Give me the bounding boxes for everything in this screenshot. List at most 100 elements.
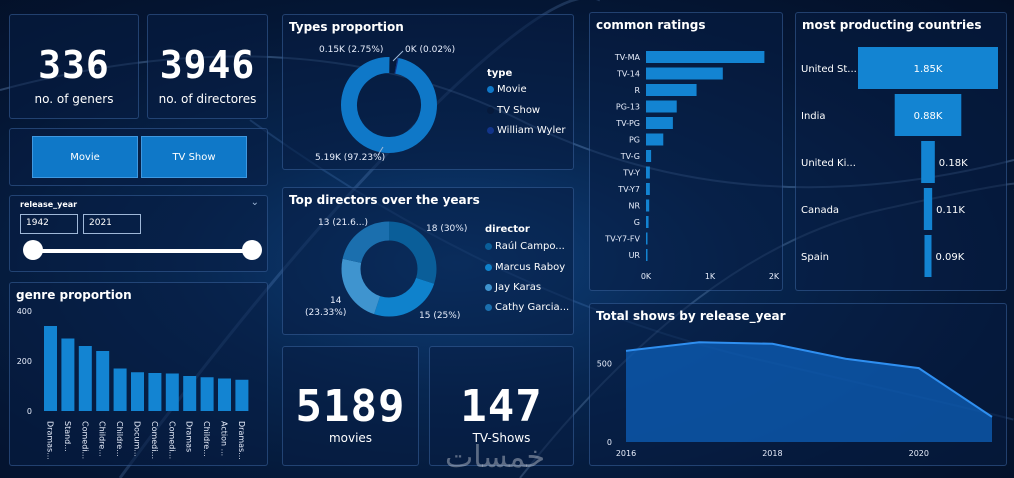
countries-category-label: India	[801, 111, 826, 122]
genre-xtick: Comedi...	[80, 421, 89, 459]
genre-bar	[235, 379, 249, 411]
genre-bar	[44, 326, 57, 411]
countries-category-label: Canada	[801, 205, 839, 216]
kpi-tvshows-value: 147	[460, 381, 543, 432]
directors-legend-title: director	[485, 224, 530, 235]
genre-bar	[183, 376, 197, 411]
kpi-geners-card: 336 no. of geners	[9, 14, 139, 119]
legend-item-tv-show[interactable]: TV Show	[487, 105, 540, 116]
ratings-category-label: PG	[629, 136, 640, 145]
year-slider-track[interactable]	[32, 249, 252, 253]
ratings-bar	[646, 117, 673, 129]
types-legend-title: type	[487, 68, 513, 79]
countries-value-label: 0.88K	[914, 111, 943, 122]
types-movie-label: 5.19K (97.23%)	[315, 153, 386, 163]
ratings-category-label: TV-Y7-FV	[604, 235, 640, 244]
release-year-slicer: release_year ⌄ 1942 2021	[9, 195, 268, 272]
genre-ytick: 0	[27, 407, 32, 416]
genre-bar	[78, 346, 92, 411]
legend-item-jay[interactable]: Jay Karas	[485, 282, 541, 293]
genre-proportion-card: genre proportion 400 200 0 Dramas... Stand..…	[9, 282, 268, 466]
types-wyler-label: 0K (0.02%)	[405, 45, 456, 55]
ratings-category-label: UR	[629, 251, 641, 260]
legend-label-movie: Movie	[497, 84, 527, 95]
ratings-bar	[646, 166, 650, 179]
top-directors-card: Top directors over the years 13 (21.6...…	[282, 187, 574, 335]
genre-bar	[165, 373, 179, 411]
ratings-bar-chart: TV-MA TV-14 R PG-13 TV-PG PG TV-G TV-Y TV-Y7 NR GT…	[604, 51, 780, 281]
ratings-bar	[646, 100, 677, 113]
countries-funnel-chart: United St... 1.85K India 0.88K United Ki... 0…	[801, 47, 998, 277]
ratings-category-label: G	[634, 218, 640, 227]
kpi-directors-card: 3946 no. of directores	[147, 14, 268, 119]
genre-xtick: Dramas...	[237, 421, 246, 460]
movie-filter-button[interactable]: Movie	[32, 136, 138, 178]
types-tv-label: 0.15K (2.75%)	[319, 45, 384, 55]
kpi-movies-value: 5189	[295, 381, 406, 432]
year-slider-end-handle[interactable]	[242, 240, 262, 260]
types-slice	[341, 57, 437, 153]
legend-item-cathy[interactable]: Cathy Garcia...	[485, 302, 569, 313]
ratings-bar	[646, 232, 648, 245]
legend-dot-jay	[485, 284, 492, 291]
directors-jay-label-line1: 14	[330, 296, 342, 306]
ratings-xtick: 1K	[705, 272, 716, 281]
release-year-label: release_year	[20, 200, 78, 209]
ratings-bar	[646, 133, 664, 146]
release-area-chart: 500 0 2016 2018 2020	[597, 341, 993, 458]
directors-chart-title: Top directors over the years	[289, 193, 480, 207]
genre-bar-chart: 400 200 0 Dramas... Stand... Comedi... Childre…	[17, 307, 249, 460]
legend-label-tv-show: TV Show	[497, 105, 541, 116]
year-from-input[interactable]: 1942	[20, 214, 78, 234]
genre-bar	[131, 372, 144, 411]
ratings-category-label: R	[634, 86, 640, 95]
release-area	[626, 342, 992, 442]
kpi-tvshows-label: TV-Shows	[472, 431, 531, 445]
directors-slice	[341, 221, 437, 317]
ratings-bar	[646, 249, 648, 261]
year-slider-start-handle[interactable]	[23, 240, 43, 260]
ratings-category-label: PG-13	[616, 103, 640, 112]
ratings-category-label: TV-14	[616, 70, 640, 79]
kpi-geners-value: 336	[38, 43, 110, 87]
types-proportion-card: Types proportion 0.15K (2.75%) 0K (0.02%…	[282, 14, 574, 170]
types-slice	[341, 57, 437, 153]
countries-bar	[923, 188, 933, 230]
directors-donut-chart	[341, 221, 437, 317]
genre-xtick: Childre...	[98, 421, 107, 457]
chevron-down-icon[interactable]: ⌄	[250, 197, 259, 208]
release-chart-title: Total shows by release_year	[596, 309, 786, 323]
ratings-chart-title: common ratings	[596, 18, 706, 32]
legend-label-raul: Raúl Campo...	[495, 241, 565, 252]
directors-cathy-label: 13 (21.6...)	[318, 218, 368, 228]
legend-item-raul[interactable]: Raúl Campo...	[485, 241, 565, 252]
genre-xtick: Docum...	[133, 421, 142, 457]
legend-item-william-wyler[interactable]: William Wyler	[487, 125, 566, 136]
ratings-bar	[646, 51, 765, 63]
directors-slice	[341, 221, 437, 317]
legend-label-jay: Jay Karas	[495, 282, 542, 293]
genre-ytick: 400	[17, 307, 32, 316]
legend-label-marcus: Marcus Raboy	[495, 262, 566, 273]
countries-category-label: United St...	[801, 64, 857, 75]
countries-bar	[924, 235, 932, 277]
year-to-input[interactable]: 2021	[83, 214, 141, 234]
genre-xtick: Action ...	[220, 421, 229, 456]
countries-value-label: 1.85K	[914, 64, 943, 75]
legend-dot-marcus	[485, 264, 492, 271]
ratings-bar	[646, 150, 652, 162]
genre-chart-title: genre proportion	[16, 288, 132, 302]
directors-marcus-label: 15 (25%)	[419, 311, 461, 321]
directors-raul-label: 18 (30%)	[426, 224, 468, 234]
kpi-directors-label: no. of directores	[158, 92, 257, 106]
legend-item-marcus[interactable]: Marcus Raboy	[485, 262, 565, 273]
ratings-bar	[646, 216, 649, 228]
legend-item-movie[interactable]: Movie	[487, 84, 527, 95]
tv-show-filter-button[interactable]: TV Show	[141, 136, 247, 178]
legend-dot-cathy	[485, 304, 492, 311]
legend-dot-raul	[485, 243, 492, 250]
kpi-tvshows-card: 147 TV-Shows	[429, 346, 574, 466]
release-xtick: 2016	[616, 449, 636, 458]
kpi-geners-label: no. of geners	[34, 92, 114, 106]
countries-value-label: 0.09K	[936, 252, 965, 263]
